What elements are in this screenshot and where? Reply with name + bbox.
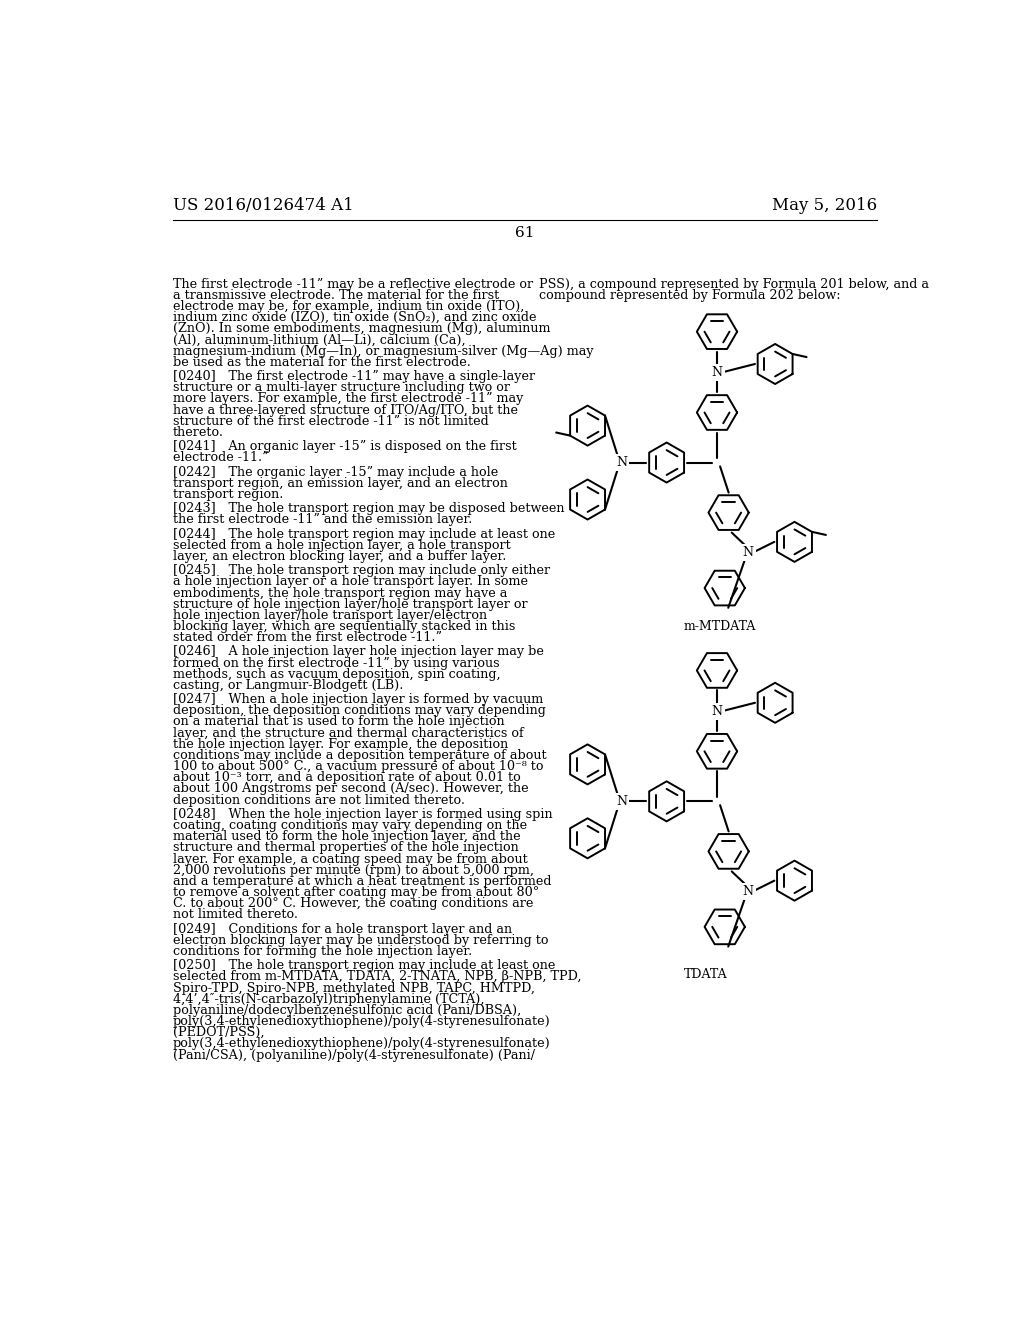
Text: electrode may be, for example, indium tin oxide (ITO),: electrode may be, for example, indium ti… xyxy=(173,300,524,313)
Text: on a material that is used to form the hole injection: on a material that is used to form the h… xyxy=(173,715,505,729)
Text: casting, or Langmuir-Blodgett (LB).: casting, or Langmuir-Blodgett (LB). xyxy=(173,678,403,692)
Text: Spiro-TPD, Spiro-NPB, methylated NPB, TAPC, HMTPD,: Spiro-TPD, Spiro-NPB, methylated NPB, TA… xyxy=(173,982,535,994)
Text: 100 to about 500° C., a vacuum pressure of about 10⁻⁸ to: 100 to about 500° C., a vacuum pressure … xyxy=(173,760,544,774)
Text: to remove a solvent after coating may be from about 80°: to remove a solvent after coating may be… xyxy=(173,886,540,899)
Text: about 10⁻³ torr, and a deposition rate of about 0.01 to: about 10⁻³ torr, and a deposition rate o… xyxy=(173,771,520,784)
Text: May 5, 2016: May 5, 2016 xyxy=(771,197,877,214)
Text: poly(3,4-ethylenedioxythiophene)/poly(4-styrenesulfonate): poly(3,4-ethylenedioxythiophene)/poly(4-… xyxy=(173,1015,551,1028)
Text: material used to form the hole injection layer, and the: material used to form the hole injection… xyxy=(173,830,520,843)
Text: TDATA: TDATA xyxy=(684,969,727,982)
Text: a transmissive electrode. The material for the first: a transmissive electrode. The material f… xyxy=(173,289,500,302)
Text: PSS), a compound represented by Formula 201 below, and a: PSS), a compound represented by Formula … xyxy=(539,277,929,290)
Text: m-MTDATA: m-MTDATA xyxy=(684,620,756,634)
Text: transport region, an emission layer, and an electron: transport region, an emission layer, and… xyxy=(173,477,508,490)
Text: selected from a hole injection layer, a hole transport: selected from a hole injection layer, a … xyxy=(173,539,511,552)
Text: N: N xyxy=(742,546,754,560)
Text: US 2016/0126474 A1: US 2016/0126474 A1 xyxy=(173,197,353,214)
Text: N: N xyxy=(712,705,723,718)
Text: N: N xyxy=(712,366,723,379)
Text: 61: 61 xyxy=(515,226,535,240)
Text: about 100 Angstroms per second (A/sec). However, the: about 100 Angstroms per second (A/sec). … xyxy=(173,783,528,796)
Text: selected from m-MTDATA, TDATA, 2-TNATA, NPB, β-NPB, TPD,: selected from m-MTDATA, TDATA, 2-TNATA, … xyxy=(173,970,582,983)
Text: [0240] The first electrode ‑11” may have a single-layer: [0240] The first electrode ‑11” may have… xyxy=(173,370,536,383)
Text: (PEDOT/PSS),: (PEDOT/PSS), xyxy=(173,1026,264,1039)
Text: 4,4’,4″-tris(N-carbazolyl)triphenylamine (TCTA),: 4,4’,4″-tris(N-carbazolyl)triphenylamine… xyxy=(173,993,484,1006)
Text: N: N xyxy=(616,795,627,808)
Text: more layers. For example, the first electrode ‑11” may: more layers. For example, the first elec… xyxy=(173,392,523,405)
Text: formed on the first electrode ‑11” by using various: formed on the first electrode ‑11” by us… xyxy=(173,656,500,669)
Text: conditions for forming the hole injection layer.: conditions for forming the hole injectio… xyxy=(173,945,472,958)
Text: the first electrode ‑11” and the emission layer.: the first electrode ‑11” and the emissio… xyxy=(173,513,472,527)
Text: have a three-layered structure of ITO/Ag/ITO, but the: have a three-layered structure of ITO/Ag… xyxy=(173,404,518,417)
Text: layer, and the structure and thermal characteristics of: layer, and the structure and thermal cha… xyxy=(173,726,523,739)
Text: [0243] The hole transport region may be disposed between: [0243] The hole transport region may be … xyxy=(173,502,564,515)
Text: hole injection layer/hole transport layer/electron: hole injection layer/hole transport laye… xyxy=(173,609,487,622)
Text: The first electrode ‑11” may be a reflective electrode or: The first electrode ‑11” may be a reflec… xyxy=(173,277,534,290)
Text: N: N xyxy=(616,455,627,469)
Text: coating, coating conditions may vary depending on the: coating, coating conditions may vary dep… xyxy=(173,818,527,832)
Text: structure or a multi-layer structure including two or: structure or a multi-layer structure inc… xyxy=(173,381,510,395)
Text: embodiments, the hole transport region may have a: embodiments, the hole transport region m… xyxy=(173,586,507,599)
Text: structure and thermal properties of the hole injection: structure and thermal properties of the … xyxy=(173,841,519,854)
Text: polyaniline/dodecylbenzenesulfonic acid (Pani/DBSA),: polyaniline/dodecylbenzenesulfonic acid … xyxy=(173,1003,521,1016)
Text: [0242] The organic layer ‑15” may include a hole: [0242] The organic layer ‑15” may includ… xyxy=(173,466,499,479)
Text: (Al), aluminum-lithium (Al—Li), calcium (Ca),: (Al), aluminum-lithium (Al—Li), calcium … xyxy=(173,334,466,347)
Text: N: N xyxy=(742,884,754,898)
Text: blocking layer, which are sequentially stacked in this: blocking layer, which are sequentially s… xyxy=(173,620,515,634)
Text: (ZnO). In some embodiments, magnesium (Mg), aluminum: (ZnO). In some embodiments, magnesium (M… xyxy=(173,322,551,335)
Text: indium zinc oxide (IZO), tin oxide (SnO₂), and zinc oxide: indium zinc oxide (IZO), tin oxide (SnO₂… xyxy=(173,312,537,325)
Text: 2,000 revolutions per minute (rpm) to about 5,000 rpm,: 2,000 revolutions per minute (rpm) to ab… xyxy=(173,863,534,876)
Text: deposition conditions are not limited thereto.: deposition conditions are not limited th… xyxy=(173,793,465,807)
Text: [0247] When a hole injection layer is formed by vacuum: [0247] When a hole injection layer is fo… xyxy=(173,693,543,706)
Text: methods, such as vacuum deposition, spin coating,: methods, such as vacuum deposition, spin… xyxy=(173,668,501,681)
Text: magnesium-indium (Mg—In), or magnesium-silver (Mg—Ag) may: magnesium-indium (Mg—In), or magnesium-s… xyxy=(173,345,594,358)
Text: not limited thereto.: not limited thereto. xyxy=(173,908,298,921)
Text: be used as the material for the first electrode.: be used as the material for the first el… xyxy=(173,356,471,368)
Text: [0248] When the hole injection layer is formed using spin: [0248] When the hole injection layer is … xyxy=(173,808,553,821)
Text: [0250] The hole transport region may include at least one: [0250] The hole transport region may inc… xyxy=(173,960,555,973)
Text: the hole injection layer. For example, the deposition: the hole injection layer. For example, t… xyxy=(173,738,508,751)
Text: (Pani/CSA), (polyaniline)/poly(4-styrenesulfonate) (Pani/: (Pani/CSA), (polyaniline)/poly(4-styrene… xyxy=(173,1048,535,1061)
Text: [0245] The hole transport region may include only either: [0245] The hole transport region may inc… xyxy=(173,564,550,577)
Text: layer, an electron blocking layer, and a buffer layer.: layer, an electron blocking layer, and a… xyxy=(173,550,506,562)
Text: [0244] The hole transport region may include at least one: [0244] The hole transport region may inc… xyxy=(173,528,555,541)
Text: [0249] Conditions for a hole transport layer and an: [0249] Conditions for a hole transport l… xyxy=(173,923,512,936)
Text: and a temperature at which a heat treatment is performed: and a temperature at which a heat treatm… xyxy=(173,875,552,888)
Text: poly(3,4-ethylenedioxythiophene)/poly(4-styrenesulfonate): poly(3,4-ethylenedioxythiophene)/poly(4-… xyxy=(173,1038,551,1051)
Text: deposition, the deposition conditions may vary depending: deposition, the deposition conditions ma… xyxy=(173,705,546,717)
Text: [0241] An organic layer ‑15” is disposed on the first: [0241] An organic layer ‑15” is disposed… xyxy=(173,441,517,453)
Text: compound represented by Formula 202 below:: compound represented by Formula 202 belo… xyxy=(539,289,841,302)
Text: thereto.: thereto. xyxy=(173,426,224,440)
Text: transport region.: transport region. xyxy=(173,488,284,502)
Text: [0246] A hole injection layer hole injection layer may be: [0246] A hole injection layer hole injec… xyxy=(173,645,544,659)
Text: conditions may include a deposition temperature of about: conditions may include a deposition temp… xyxy=(173,748,547,762)
Text: electron blocking layer may be understood by referring to: electron blocking layer may be understoo… xyxy=(173,933,549,946)
Text: electrode ‑11.”: electrode ‑11.” xyxy=(173,451,268,465)
Text: structure of the first electrode ‑11” is not limited: structure of the first electrode ‑11” is… xyxy=(173,414,488,428)
Text: stated order from the first electrode ‑11.”: stated order from the first electrode ‑1… xyxy=(173,631,442,644)
Text: layer. For example, a coating speed may be from about: layer. For example, a coating speed may … xyxy=(173,853,527,866)
Text: C. to about 200° C. However, the coating conditions are: C. to about 200° C. However, the coating… xyxy=(173,898,534,911)
Text: structure of hole injection layer/hole transport layer or: structure of hole injection layer/hole t… xyxy=(173,598,527,611)
Text: a hole injection layer or a hole transport layer. In some: a hole injection layer or a hole transpo… xyxy=(173,576,528,589)
